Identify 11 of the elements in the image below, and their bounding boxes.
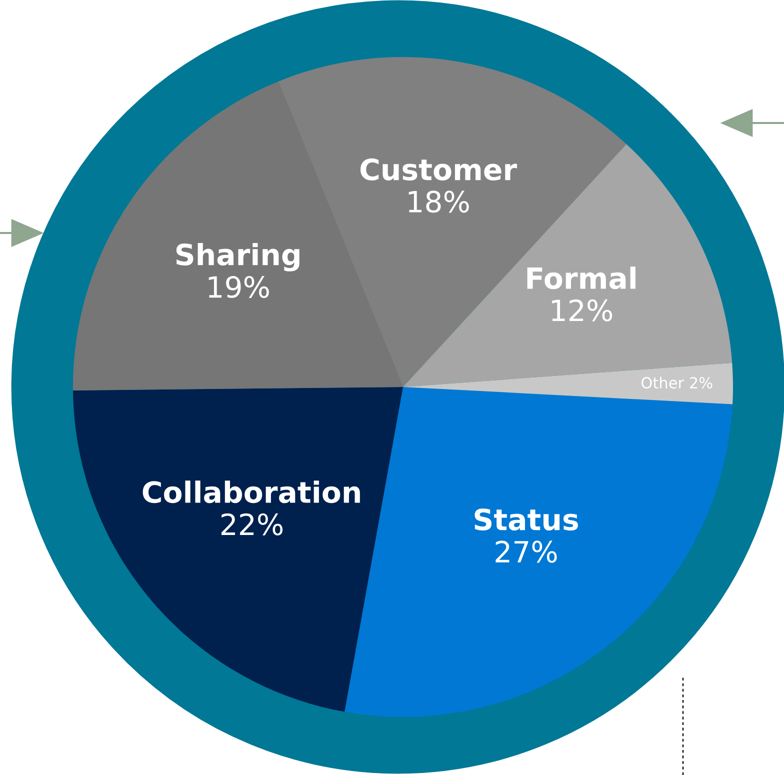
slice-label: Status: [474, 508, 578, 531]
slice-label: Formal: [527, 266, 636, 290]
slice-label: Customer: [360, 158, 518, 180]
data-label: 27%: [496, 540, 557, 563]
data-label: 18%: [408, 190, 469, 213]
slice-label: Collaboration: [142, 480, 360, 504]
slice-label: Sharing: [176, 242, 300, 272]
data-label: 12%: [552, 299, 612, 322]
pie-slice: [73, 387, 403, 712]
data-label: 22%: [221, 513, 283, 536]
data-label: 19%: [208, 276, 269, 298]
